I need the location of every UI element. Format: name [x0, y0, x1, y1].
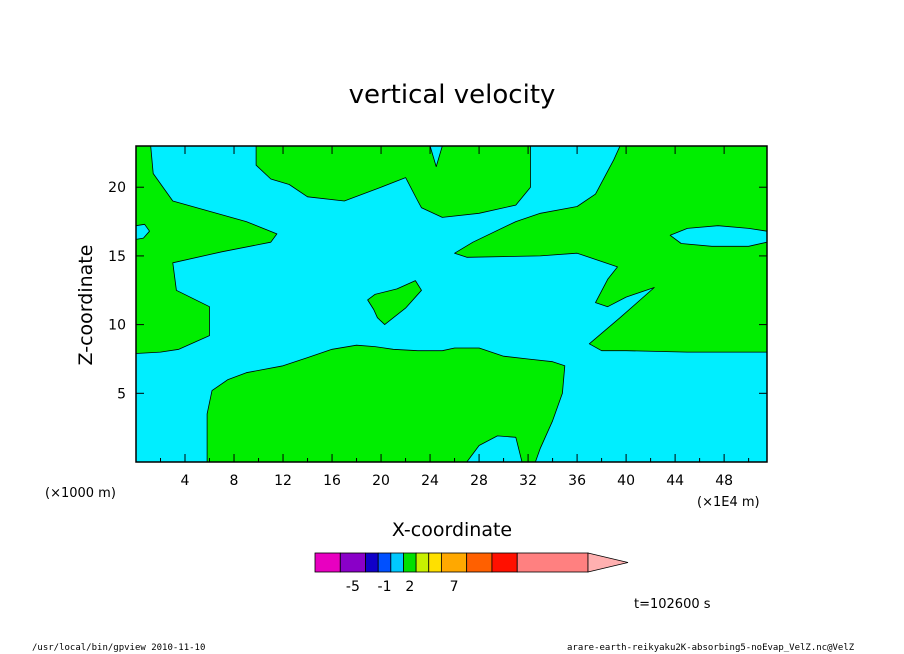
colorbar-segment — [314, 552, 341, 573]
y-tick-label: 5 — [117, 386, 126, 402]
positive-regions — [135, 145, 768, 463]
x-tick-label: 20 — [372, 473, 390, 489]
x-tick-label: 44 — [666, 473, 684, 489]
positive-region-lower-center — [206, 344, 566, 463]
x-tick-label: 8 — [230, 473, 239, 489]
negative-islands — [135, 223, 768, 247]
x-tick-label: 24 — [421, 473, 439, 489]
colorbar-segment — [365, 552, 379, 573]
positive-region-left-band — [135, 145, 278, 354]
x-tick-label: 16 — [323, 473, 341, 489]
colorbar-extend-arrow — [587, 552, 629, 573]
y-axis-ticks: 5 10 15 20 — [108, 180, 767, 402]
colorbar-label: -5 — [346, 579, 360, 595]
x-tick-label: 32 — [519, 473, 537, 489]
colorbar-segment — [390, 552, 404, 573]
colorbar-segment — [403, 552, 417, 573]
x-axis-unit: (×1E4 m) — [697, 495, 760, 510]
colorbar: -5 -1 2 7 — [314, 552, 629, 595]
plot-area — [135, 145, 768, 463]
x-tick-label: 12 — [274, 473, 292, 489]
colorbar-segment — [516, 552, 589, 573]
y-axis-label: Z-coordinate — [75, 245, 97, 366]
x-axis-label: X-coordinate — [392, 519, 512, 541]
x-tick-label: 36 — [568, 473, 586, 489]
colorbar-segment — [428, 552, 442, 573]
footer-left: /usr/local/bin/gpview 2010-11-10 — [32, 643, 205, 653]
colorbar-segment — [466, 552, 493, 573]
footer-right: arare-earth-reikyaku2K-absorbing5-noEvap… — [567, 643, 855, 653]
x-axis-ticks: 4 8 12 16 20 24 28 32 36 40 44 48 — [160, 146, 750, 489]
colorbar-segment — [377, 552, 392, 573]
x-tick-label: 28 — [470, 473, 488, 489]
colorbar-segment — [440, 552, 468, 573]
colorbar-segment — [491, 552, 518, 573]
x-tick-label: 4 — [181, 473, 190, 489]
positive-region-right-band — [454, 145, 768, 353]
time-label: t=102600 s — [634, 597, 711, 612]
colorbar-label: 2 — [405, 579, 414, 595]
plot-frame — [135, 145, 768, 463]
y-tick-label: 15 — [108, 249, 126, 265]
positive-region-center-blob — [367, 280, 422, 326]
chart-title: vertical velocity — [349, 80, 556, 110]
colorbar-label: -1 — [378, 579, 392, 595]
colorbar-label: 7 — [450, 579, 459, 595]
colorbar-segment — [339, 552, 366, 573]
y-axis-unit: (×1000 m) — [45, 486, 116, 501]
x-tick-label: 40 — [617, 473, 635, 489]
x-tick-label: 48 — [715, 473, 733, 489]
y-tick-label: 10 — [108, 318, 126, 334]
colorbar-segment — [415, 552, 430, 573]
y-tick-label: 20 — [108, 180, 126, 196]
